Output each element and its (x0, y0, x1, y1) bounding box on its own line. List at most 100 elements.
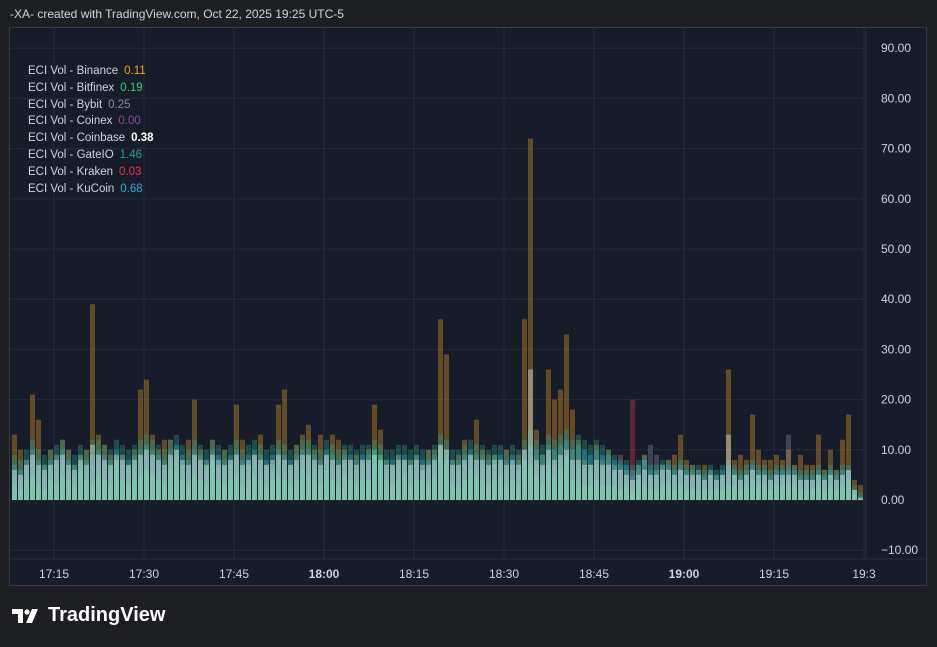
volume-bar (732, 464, 737, 500)
legend-item[interactable]: ECI Vol - Coinbase 0.38 (28, 130, 154, 147)
volume-bar (768, 459, 773, 500)
volume-bar (60, 439, 65, 500)
volume-chart[interactable]: 90.00 80.00 70.00 60.00 50.00 40.00 30.00 20.00… (10, 28, 926, 585)
legend-item[interactable]: ECI Vol - Binance 0.11 (28, 63, 154, 80)
volume-bar (828, 464, 833, 500)
volume-bar (552, 459, 557, 500)
volume-bar (396, 464, 401, 500)
tradingview-logo: TradingView (12, 604, 165, 627)
volume-bar (450, 464, 455, 500)
volume-bar (60, 439, 65, 500)
legend-item[interactable]: ECI Vol - Kraken 0.03 (28, 164, 154, 181)
legend-item[interactable]: ECI Vol - Bybit 0.25 (28, 97, 154, 114)
volume-bar (666, 459, 671, 500)
volume-bar (456, 449, 461, 500)
volume-bar (852, 489, 857, 500)
volume-bar (756, 464, 761, 500)
volume-bar (558, 434, 563, 500)
volume-bar (690, 489, 695, 500)
volume-bar (312, 454, 317, 500)
volume-bar (834, 474, 839, 500)
volume-bar (204, 459, 209, 500)
volume-bar (858, 498, 863, 500)
volume-bar (702, 464, 707, 500)
volume-bar (624, 469, 629, 500)
volume-bar (378, 459, 383, 500)
volume-bar (132, 464, 137, 500)
y-tick-label: 30.00 (881, 342, 911, 356)
volume-bar (468, 454, 473, 500)
volume-bar (528, 464, 533, 500)
volume-bar (708, 489, 713, 500)
volume-bar (252, 439, 257, 500)
volume-bar (24, 449, 29, 500)
volume-bar (96, 449, 101, 500)
legend-item[interactable]: ECI Vol - Bitfinex 0.19 (28, 80, 154, 97)
volume-bar (642, 469, 647, 500)
volume-bar (36, 469, 41, 500)
volume-bar (660, 469, 665, 500)
volume-bar (468, 469, 473, 500)
volume-bar (486, 459, 491, 500)
volume-bar (786, 434, 791, 500)
volume-bar (456, 459, 461, 500)
volume-bar (438, 449, 443, 500)
volume-bar (678, 484, 683, 500)
volume-bar (570, 449, 575, 500)
volume-bar (624, 484, 629, 500)
volume-bar (510, 454, 515, 500)
series-legend: ECI Vol - Binance 0.11 ECI Vol - Bitfinex 0… (28, 63, 154, 197)
volume-bar (264, 464, 269, 500)
volume-bar (114, 459, 119, 500)
volume-bar (12, 434, 17, 500)
volume-bar (588, 444, 593, 500)
volume-bar (762, 474, 767, 500)
volume-bar (198, 464, 203, 500)
volume-bar (192, 399, 197, 500)
volume-bar (240, 439, 245, 500)
volume-bar (72, 464, 77, 500)
volume-bar (816, 464, 821, 500)
volume-bar (342, 464, 347, 500)
legend-item[interactable]: ECI Vol - KuCoin 0.68 (28, 181, 154, 198)
volume-bar (492, 444, 497, 500)
volume-bar (78, 444, 83, 500)
volume-bar (144, 449, 149, 500)
y-tick-label: 80.00 (881, 91, 911, 105)
volume-bar (600, 444, 605, 500)
volume-bar (498, 459, 503, 500)
volume-bar (354, 454, 359, 500)
legend-item[interactable]: ECI Vol - GateIO 1.46 (28, 147, 154, 164)
volume-bar (348, 454, 353, 500)
chart-panel[interactable]: 90.00 80.00 70.00 60.00 50.00 40.00 30.00 20.00… (9, 27, 927, 586)
volume-bar (186, 459, 191, 500)
volume-bar (18, 459, 23, 500)
legend-item[interactable]: ECI Vol - Coinex 0.00 (28, 113, 154, 130)
volume-bar (90, 454, 95, 500)
volume-bar (480, 479, 485, 500)
volume-bar (684, 459, 689, 500)
volume-bar (552, 474, 557, 500)
volume-bar (576, 479, 581, 500)
volume-bar (186, 484, 191, 500)
volume-bar (96, 439, 101, 500)
volume-bar (102, 459, 107, 500)
volume-bar (294, 459, 299, 500)
volume-bar (606, 454, 611, 500)
volume-bar (72, 484, 77, 500)
volume-bar (348, 459, 353, 500)
volume-bar (90, 484, 95, 500)
volume-bar (360, 454, 365, 500)
x-tick-label: 19:3 (852, 567, 876, 581)
volume-bar (840, 474, 845, 500)
volume-bar (240, 484, 245, 500)
volume-bar (726, 369, 731, 500)
volume-bar (330, 464, 335, 500)
volume-bar (288, 459, 293, 500)
y-tick-label: 50.00 (881, 242, 911, 256)
volume-bar (264, 459, 269, 500)
volume-bar (846, 469, 851, 500)
volume-bar (522, 459, 527, 500)
legend-series-value: 0.25 (108, 98, 131, 111)
volume-bar (330, 479, 335, 500)
